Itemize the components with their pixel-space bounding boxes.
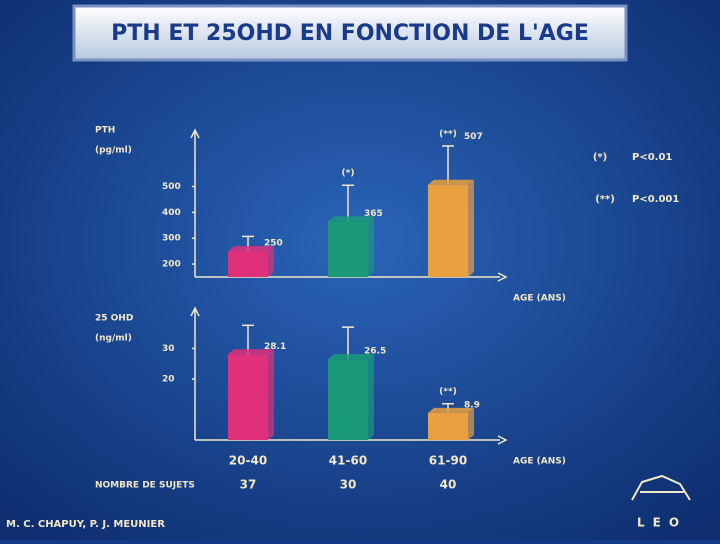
y-axis-label: PTH [95,126,115,136]
note-mark: (*) [593,152,607,163]
value-label: 26.5 [364,347,386,357]
subject-count: 30 [340,478,357,492]
slide-title: PTH ET 25OHD EN FONCTION DE L'AGE [111,21,589,46]
value-label: 250 [264,239,283,249]
logo: LEO [637,516,687,530]
value-label: 8.9 [464,400,480,410]
subject-count: 40 [440,478,457,492]
logo-lion [631,474,691,501]
bar-side [268,246,274,277]
bar-top [228,349,274,355]
subject-count: 37 [240,478,257,492]
y-tick-label: 300 [162,234,181,244]
axis-arrow [190,128,200,139]
bar-top [328,354,374,360]
bar-side [368,216,374,277]
bar [328,221,368,277]
axis-arrow [497,435,508,445]
x-tick-label: 41-60 [329,454,367,468]
bar [328,359,368,440]
bar [228,251,268,277]
title-box [72,4,628,62]
significance: (*) [342,169,355,179]
axis-arrow [190,306,200,317]
note-mark: (**) [595,194,615,205]
significance: (**) [439,387,457,397]
bar-top [228,246,274,252]
y-tick-label: 200 [162,260,181,270]
subjects-label: NOMBRE DE SUJETS [95,481,195,491]
y-axis-label: (ng/ml) [95,334,132,344]
x-tick-label: 20-40 [229,454,267,468]
bar-top [328,216,374,222]
value-label: 28.1 [264,342,286,352]
axis-arrow [497,272,508,282]
authors: M. C. CHAPUY, P. J. MEUNIER [6,519,165,530]
x-tick-label: 61-90 [429,454,467,468]
value-label: 507 [464,132,483,142]
note-text: P<0.001 [632,194,679,205]
y-tick-label: 400 [162,208,181,218]
y-tick-label: 30 [162,344,175,354]
y-axis-label: (pg/ml) [95,146,132,156]
x-axis-label: AGE (ANS) [513,294,566,304]
significance: (**) [439,129,457,139]
note-text: P<0.01 [632,152,672,163]
bar-side [268,349,274,440]
y-tick-label: 20 [162,375,175,385]
bar-top [428,179,474,185]
bar [228,354,268,440]
y-axis-label: 25 OHD [95,314,133,324]
bar-side [368,354,374,440]
bar-side [468,407,474,440]
bar-top [428,407,474,413]
bar [428,412,468,440]
value-label: 365 [364,209,383,219]
bar-side [468,179,474,277]
bar [428,184,468,277]
y-tick-label: 500 [162,182,181,192]
x-axis-label: AGE (ANS) [513,457,566,467]
